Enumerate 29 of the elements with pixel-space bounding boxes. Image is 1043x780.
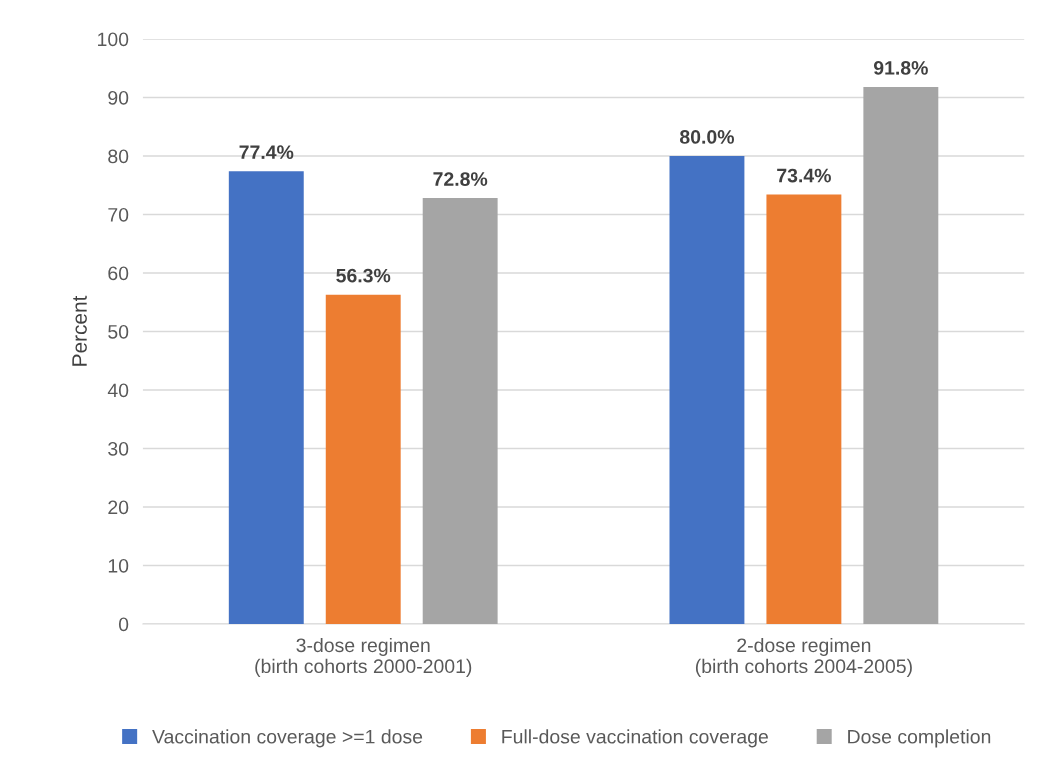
data-label: 91.8% [873, 61, 928, 75]
y-tick-label: 50 [108, 324, 129, 339]
bar [325, 294, 401, 624]
data-label: 56.3% [336, 268, 391, 283]
y-axis-title: Percent [72, 295, 87, 366]
legend-label: Dose completion [848, 729, 991, 748]
y-tick-label: 20 [108, 500, 129, 515]
data-label: 77.4% [239, 145, 294, 159]
legend-label: Vaccination coverage >=1 dose [152, 729, 423, 748]
bar [422, 198, 498, 624]
legend-label: Full-dose vaccination coverage [502, 729, 768, 748]
data-label: 73.4% [777, 168, 831, 183]
y-tick-label: 70 [108, 207, 129, 222]
y-tick-label: 60 [108, 266, 129, 281]
bar [766, 194, 842, 624]
y-tick-label: 90 [108, 90, 129, 105]
x-tick-label: 2-dose regimen (birth cohorts 2004-2005) [695, 637, 912, 677]
y-tick-label: 40 [107, 383, 129, 398]
bar [669, 156, 745, 624]
x-tick-label: 3-dose regimen (birth cohorts 2000-2001) [255, 637, 472, 677]
bar [228, 171, 304, 624]
y-tick-label: 10 [108, 558, 129, 573]
y-tick-label: 0 [118, 617, 129, 632]
y-tick-label: 80 [108, 149, 129, 164]
bar [863, 86, 939, 624]
y-tick-label: 30 [108, 441, 129, 456]
y-tick-label: 100 [98, 32, 129, 47]
data-label: 80.0% [680, 130, 734, 144]
data-label: 72.8% [433, 172, 488, 186]
